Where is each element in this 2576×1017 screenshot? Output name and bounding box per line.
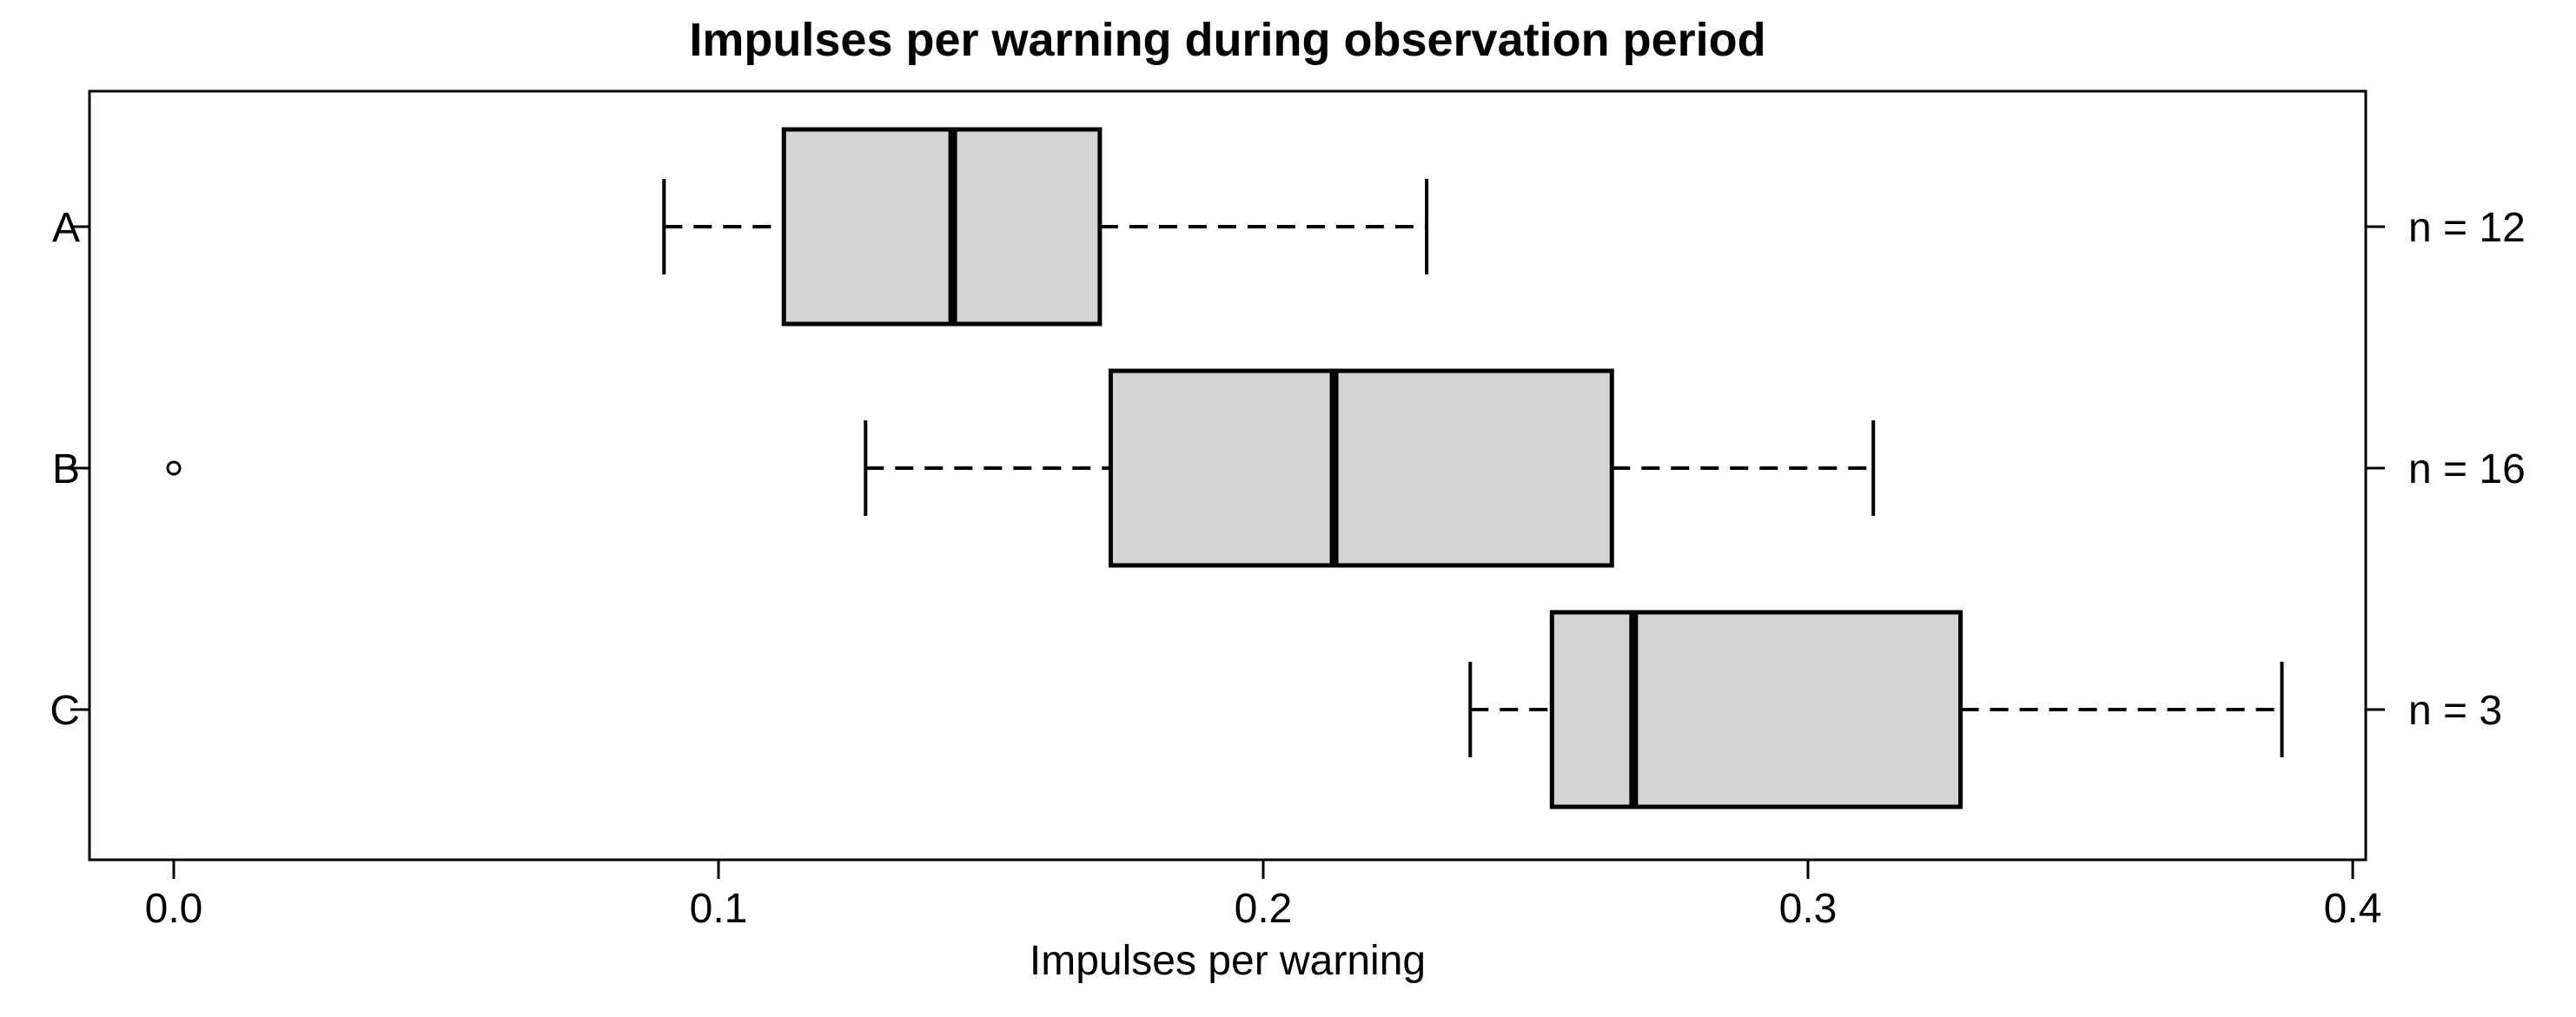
x-tick-label: 0.0 xyxy=(145,886,203,932)
n-count-label-b: n = 16 xyxy=(2408,446,2526,492)
plot-border xyxy=(88,89,2367,862)
y-tick-label-a: A xyxy=(52,205,80,251)
x-tick-label: 0.4 xyxy=(2324,886,2382,932)
x-axis-label: Impulses per warning xyxy=(1030,938,1426,984)
iqr-box-b xyxy=(1108,368,1614,568)
y-tick-label-b: B xyxy=(52,446,80,492)
x-tick-label: 0.3 xyxy=(1779,886,1838,932)
iqr-box-c xyxy=(1549,610,1963,809)
x-tick-label: 0.2 xyxy=(1235,886,1293,932)
iqr-box-a xyxy=(781,127,1103,327)
outlier-point-b xyxy=(166,460,182,476)
n-count-label-c: n = 3 xyxy=(2408,688,2502,734)
y-tick-label-c: C xyxy=(50,688,80,734)
x-tick-label: 0.1 xyxy=(690,886,748,932)
n-count-label-a: n = 12 xyxy=(2408,205,2526,251)
chart-title: Impulses per warning during observation … xyxy=(689,14,1765,66)
